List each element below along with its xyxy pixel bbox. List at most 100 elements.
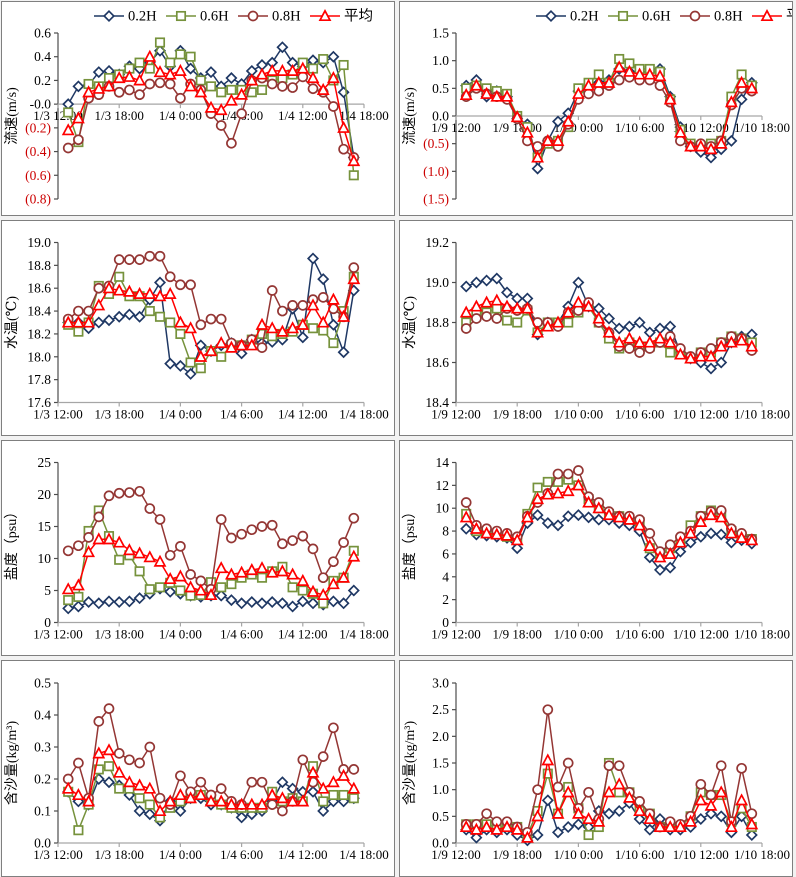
y-tick-label: 19.0 <box>425 275 449 290</box>
y-tick-label: 8 <box>442 524 449 539</box>
diamond-marker <box>704 151 718 164</box>
circle-marker <box>583 88 594 100</box>
circle-marker <box>266 799 278 810</box>
square-marker <box>175 49 186 60</box>
circle-marker <box>62 142 74 154</box>
triangle-marker <box>480 295 494 308</box>
triangle-marker <box>561 305 575 318</box>
circle-marker <box>144 741 156 753</box>
circle-marker <box>256 776 268 788</box>
diamond-marker <box>92 597 105 610</box>
x-tick-label: 1/9 12:00 <box>431 627 480 642</box>
square-marker <box>144 306 155 317</box>
triangle-marker <box>500 89 514 102</box>
triangle-marker <box>71 787 85 801</box>
diamond-marker <box>572 818 585 831</box>
triangle-marker <box>714 339 728 352</box>
triangle-marker <box>602 325 616 338</box>
square-marker <box>318 796 329 807</box>
x-tick-label: 1/9 12:00 <box>431 120 480 135</box>
triangle-marker <box>622 331 636 344</box>
square-marker <box>318 325 329 336</box>
y-tick-label: 0.0 <box>432 109 449 124</box>
triangle-marker <box>275 564 289 577</box>
diamond-marker <box>184 367 197 380</box>
circle-marker <box>195 319 207 331</box>
triangle-marker <box>612 510 626 523</box>
triangle-marker <box>133 546 147 559</box>
x-axis: 1/3 12:00 1/3 18:00 1/4 0:00 1/4 6:00 1/4 12… <box>33 621 389 642</box>
square-marker <box>195 75 206 86</box>
triangle-marker <box>571 806 585 819</box>
square-marker <box>195 363 206 374</box>
triangle-marker <box>551 133 565 146</box>
triangle-marker <box>82 85 96 98</box>
square-marker <box>165 317 176 328</box>
y-tick-label: 0 <box>442 615 449 630</box>
diamond-marker <box>327 318 340 331</box>
triangle-marker <box>286 321 300 334</box>
circle-marker <box>236 528 247 540</box>
diamond-marker <box>327 595 340 608</box>
diamond-marker <box>306 785 320 798</box>
triangle-marker <box>643 335 657 348</box>
diamond-marker <box>133 804 146 818</box>
square-marker <box>318 54 329 65</box>
circle-marker <box>62 545 74 557</box>
x-tick-label: 1/10 6:00 <box>615 120 664 135</box>
x-tick-label: 1/4 18:00 <box>339 627 388 642</box>
triangle-marker <box>112 535 126 548</box>
square-marker <box>665 347 676 358</box>
triangle-marker <box>561 785 575 798</box>
circle-marker <box>277 805 288 817</box>
circle-marker <box>215 313 227 325</box>
triangle-marker <box>255 67 269 80</box>
triangle-marker <box>694 139 708 152</box>
triangle-marker <box>684 351 698 364</box>
x-tick-label: 1/10 0:00 <box>554 627 603 642</box>
square-marker <box>491 303 502 314</box>
circle-marker <box>634 347 645 358</box>
circle-marker <box>317 572 329 584</box>
diamond-marker <box>174 359 187 372</box>
circle-marker <box>297 300 309 311</box>
triangle-marker <box>673 125 687 138</box>
diamond-marker <box>623 320 636 333</box>
y-axis: 1.5 1.0 0.5 0.0 (0.5) (1.0) (1.5) <box>423 26 457 207</box>
diamond-marker <box>725 536 738 549</box>
circle-marker <box>593 85 605 97</box>
x-tick-label: 1/10 6:00 <box>615 627 664 642</box>
diamond-marker <box>572 276 585 289</box>
triangle-marker <box>531 325 545 338</box>
y-tick-label: 17.8 <box>27 372 51 387</box>
circle-marker <box>73 305 84 317</box>
chart-svg-salinity-left: 25 20 15 10 5 01/3 12:00 1/3 18:00 1/4 0:00 1/4 … <box>4 455 389 642</box>
square-marker <box>134 566 145 577</box>
circle-marker <box>297 71 309 83</box>
circle-marker <box>144 503 156 514</box>
triangle-marker <box>337 768 351 781</box>
legend-item-0.2H: 0.2H <box>536 9 599 25</box>
triangle-marker <box>745 81 759 94</box>
square-marker <box>165 57 176 68</box>
triangle-marker <box>459 305 473 318</box>
diamond-marker <box>541 517 554 530</box>
x-tick-label: 1/4 12:00 <box>278 407 327 422</box>
diamond-marker <box>745 828 758 842</box>
circle-marker <box>215 514 227 525</box>
triangle-marker <box>582 299 596 312</box>
legend-label: 平均 <box>786 8 792 25</box>
y-tick-label: (0.5) <box>423 136 449 151</box>
legend-item-0.2H: 0.2H <box>94 9 157 25</box>
square-marker <box>114 271 125 282</box>
triangle-marker <box>704 142 718 155</box>
circle-marker <box>144 78 156 90</box>
triangle-marker <box>173 315 187 328</box>
diamond-marker <box>480 274 493 287</box>
circle-marker <box>297 530 309 542</box>
diamond-marker <box>544 9 558 23</box>
triangle-marker <box>582 811 596 825</box>
triangle-marker <box>184 79 198 92</box>
triangle-marker <box>694 793 708 806</box>
circle-marker <box>175 92 186 104</box>
